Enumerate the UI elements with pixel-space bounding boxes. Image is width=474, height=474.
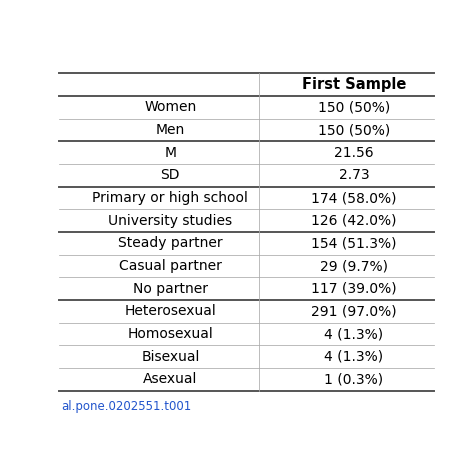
Text: 1 (0.3%): 1 (0.3%) (325, 373, 383, 386)
Text: 2.73: 2.73 (339, 168, 369, 182)
Text: al.pone.0202551.t001: al.pone.0202551.t001 (61, 400, 191, 413)
Text: 150 (50%): 150 (50%) (318, 100, 390, 114)
Text: Steady partner: Steady partner (118, 237, 223, 250)
Text: Asexual: Asexual (143, 373, 198, 386)
Text: 126 (42.0%): 126 (42.0%) (311, 214, 397, 228)
Text: SD: SD (161, 168, 180, 182)
Text: Women: Women (144, 100, 197, 114)
Text: Bisexual: Bisexual (141, 350, 200, 364)
Text: 150 (50%): 150 (50%) (318, 123, 390, 137)
Text: 154 (51.3%): 154 (51.3%) (311, 237, 397, 250)
Text: Heterosexual: Heterosexual (125, 304, 216, 319)
Text: 117 (39.0%): 117 (39.0%) (311, 282, 397, 296)
Text: Primary or high school: Primary or high school (92, 191, 248, 205)
Text: 291 (97.0%): 291 (97.0%) (311, 304, 397, 319)
Text: 174 (58.0%): 174 (58.0%) (311, 191, 397, 205)
Text: Casual partner: Casual partner (119, 259, 222, 273)
Text: No partner: No partner (133, 282, 208, 296)
Text: University studies: University studies (109, 214, 232, 228)
Text: First Sample: First Sample (302, 77, 406, 92)
Text: M: M (164, 146, 176, 160)
Text: 21.56: 21.56 (334, 146, 374, 160)
Text: 29 (9.7%): 29 (9.7%) (320, 259, 388, 273)
Text: Homosexual: Homosexual (128, 327, 213, 341)
Text: Men: Men (156, 123, 185, 137)
Text: 4 (1.3%): 4 (1.3%) (325, 350, 383, 364)
Text: 4 (1.3%): 4 (1.3%) (325, 327, 383, 341)
